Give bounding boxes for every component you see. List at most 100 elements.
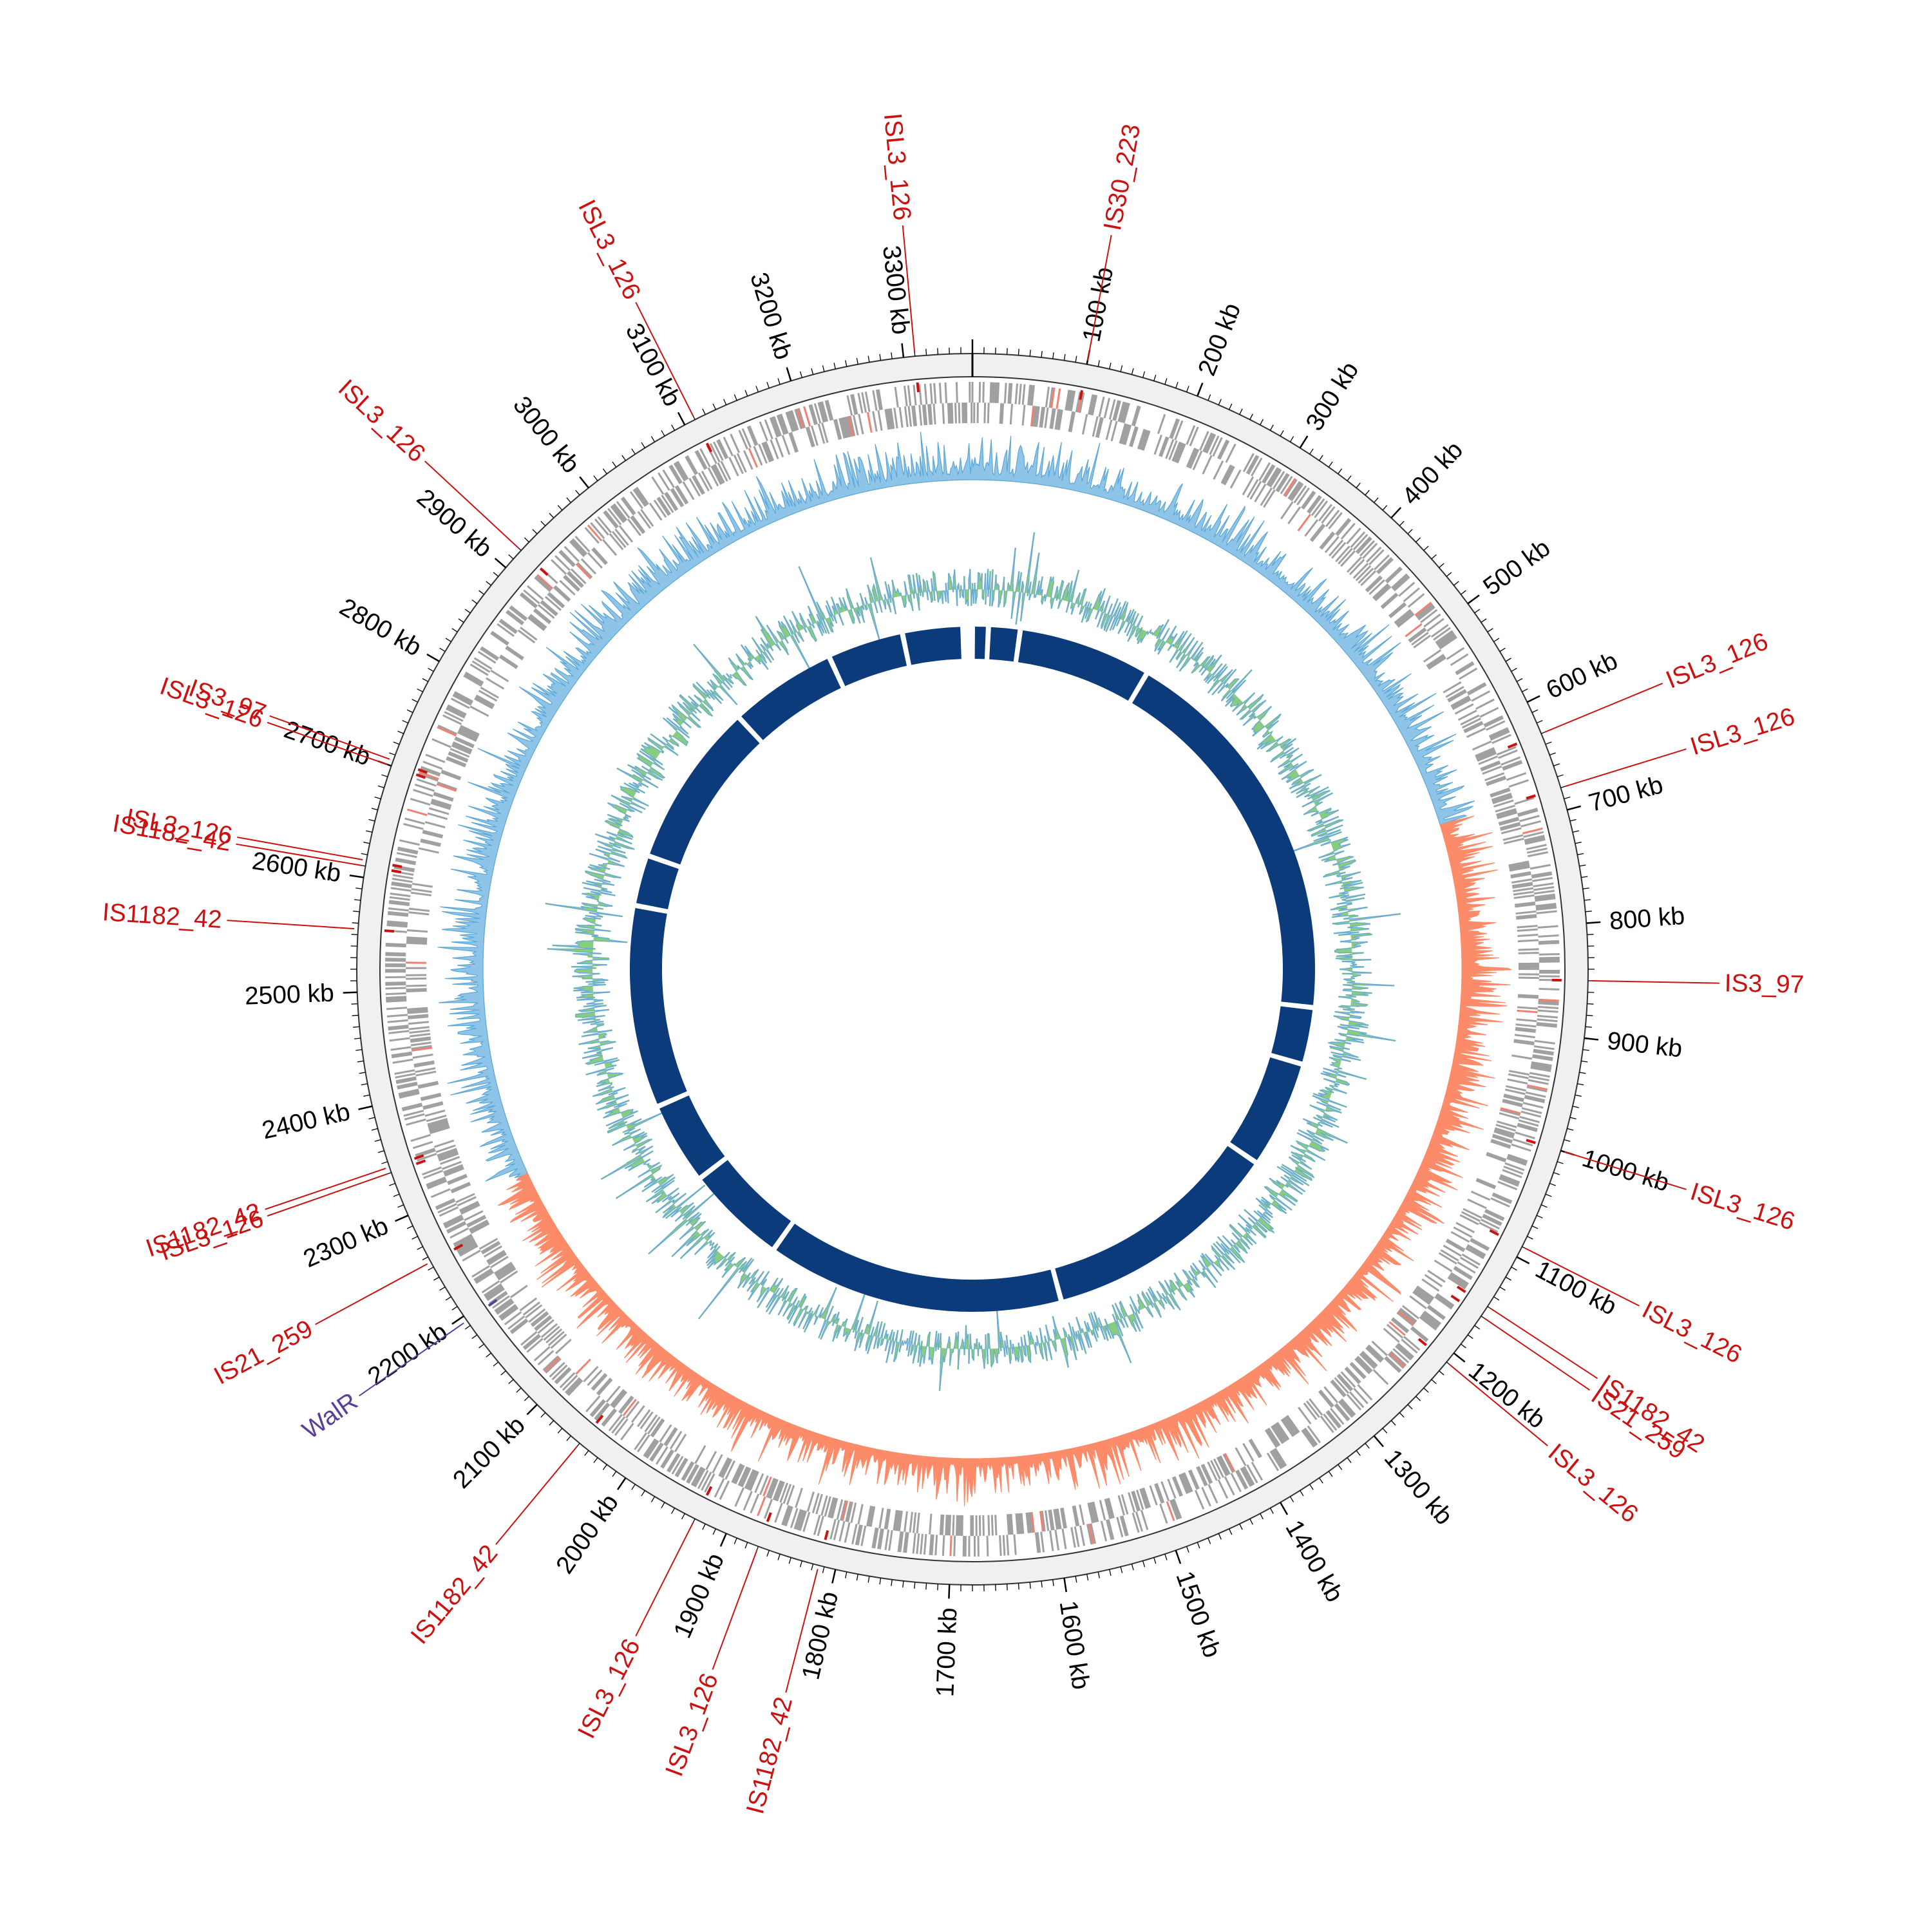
- minor-tick: [1006, 1584, 1008, 1591]
- minor-tick: [428, 1266, 434, 1271]
- synteny-block: [659, 1095, 725, 1176]
- minor-tick: [458, 618, 464, 623]
- feature-leader-line: [712, 1549, 758, 1670]
- minor-tick: [1239, 1524, 1243, 1530]
- minor-tick: [1577, 1083, 1584, 1086]
- minor-tick: [1197, 1542, 1200, 1549]
- minor-tick: [361, 853, 368, 855]
- minor-tick: [766, 381, 770, 388]
- feature-leader-line: [1449, 1363, 1548, 1446]
- scale-tick-label: 1400 kb: [1280, 1515, 1349, 1607]
- minor-tick: [1553, 763, 1560, 766]
- minor-tick: [1572, 830, 1579, 833]
- minor-tick: [1186, 1546, 1189, 1553]
- minor-tick: [1582, 887, 1589, 889]
- minor-tick: [1461, 1343, 1466, 1349]
- minor-tick: [549, 1420, 554, 1426]
- minor-tick: [540, 1412, 546, 1418]
- feature-leader-line: [315, 1263, 428, 1325]
- minor-tick: [566, 497, 571, 503]
- minor-tick: [914, 1582, 916, 1589]
- minor-tick: [351, 934, 358, 936]
- gene-track-stripes: [384, 382, 1560, 1557]
- minor-tick: [1269, 1508, 1274, 1514]
- minor-tick: [1175, 381, 1179, 388]
- minor-tick: [566, 1435, 571, 1441]
- feature-leader-line: [265, 1168, 386, 1210]
- minor-tick: [1269, 424, 1274, 431]
- minor-tick: [1075, 1576, 1077, 1583]
- minor-tick: [1109, 363, 1112, 370]
- scale-tick-label: 2900 kb: [412, 484, 497, 563]
- insertion-marker: [1526, 1139, 1536, 1144]
- minor-tick: [1577, 853, 1584, 855]
- minor-tick: [1575, 842, 1582, 844]
- scale-tick-label: 1300 kb: [1379, 1444, 1458, 1530]
- insertion-sequence-label: ISL3_126: [878, 112, 916, 222]
- major-tick: [1390, 507, 1402, 519]
- gc-content-line: [545, 532, 1401, 1391]
- minor-tick: [845, 360, 848, 367]
- minor-tick: [368, 1117, 375, 1120]
- scale-tick-label: 1900 kb: [668, 1549, 730, 1642]
- minor-tick: [811, 1564, 814, 1571]
- minor-tick: [612, 1471, 617, 1477]
- feature-leader-line: [785, 1569, 819, 1693]
- minor-tick: [493, 572, 499, 577]
- insertion-marker: [705, 1486, 713, 1496]
- minor-tick: [1564, 796, 1571, 799]
- insertion-sequence-label: WalR: [298, 1387, 363, 1444]
- minor-tick: [355, 887, 363, 889]
- minor-tick: [1493, 638, 1500, 642]
- minor-tick: [516, 1387, 522, 1393]
- minor-tick: [1075, 355, 1077, 363]
- minor-tick: [451, 1306, 458, 1311]
- minor-tick: [1218, 1533, 1222, 1540]
- minor-tick: [1208, 394, 1211, 401]
- minor-tick: [1536, 720, 1543, 724]
- minor-tick: [557, 1428, 563, 1434]
- minor-tick: [377, 785, 384, 788]
- insertion-marker: [413, 1154, 424, 1160]
- minor-tick: [354, 1037, 361, 1039]
- minor-tick: [1545, 1193, 1552, 1197]
- minor-tick: [1569, 1117, 1577, 1120]
- minor-tick: [412, 699, 418, 703]
- minor-tick: [422, 1256, 429, 1260]
- insertion-sequence-label: IS1182_42: [102, 898, 223, 934]
- insertion-marker: [705, 442, 713, 453]
- synteny-block: [1271, 1006, 1313, 1062]
- major-tick: [719, 1533, 727, 1547]
- major-tick: [1063, 1578, 1067, 1593]
- feature-leader-line: [1525, 1247, 1640, 1307]
- minor-tick: [389, 752, 395, 756]
- minor-tick: [1120, 365, 1123, 372]
- minor-tick: [1260, 1513, 1264, 1520]
- minor-tick: [433, 1276, 440, 1281]
- minor-tick: [1018, 1583, 1019, 1590]
- minor-tick: [374, 1139, 381, 1142]
- minor-tick: [532, 529, 538, 535]
- minor-tick: [1579, 1072, 1586, 1074]
- scale-tick-label: 400 kb: [1397, 436, 1468, 510]
- synteny-block: [905, 627, 961, 665]
- minor-tick: [777, 1553, 781, 1560]
- insertion-marker: [1456, 1285, 1466, 1293]
- scale-tick-label: 3000 kb: [507, 392, 585, 478]
- minor-tick: [661, 1502, 665, 1508]
- minor-tick: [422, 678, 429, 682]
- insertion-sequence-label: ISL3_126: [1662, 627, 1772, 694]
- minor-tick: [867, 1576, 870, 1583]
- minor-tick: [1018, 348, 1019, 355]
- major-tick: [579, 476, 589, 489]
- minor-tick: [1249, 1519, 1253, 1525]
- minor-tick: [1549, 1182, 1556, 1186]
- minor-tick: [1579, 864, 1586, 867]
- minor-tick: [1052, 1579, 1054, 1586]
- minor-tick: [1328, 1471, 1333, 1477]
- minor-tick: [402, 720, 409, 724]
- insertion-sequence-label: ISL3_126: [573, 196, 646, 304]
- major-tick: [1197, 383, 1204, 397]
- synteny-block: [974, 627, 986, 659]
- minor-tick: [631, 1484, 636, 1490]
